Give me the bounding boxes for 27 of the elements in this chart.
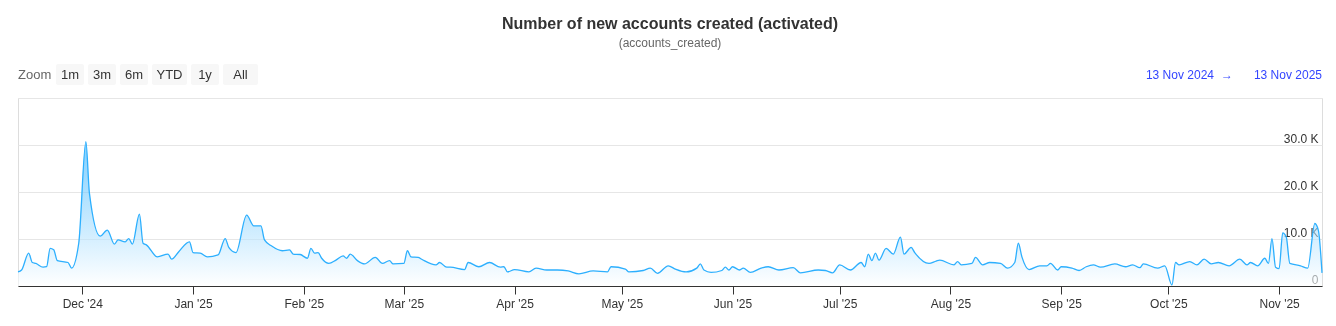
x-tick-label: Nov '25 — [1259, 296, 1301, 311]
x-tick-label: Dec '24 — [62, 296, 104, 311]
y-tick-label: 0 — [1311, 272, 1319, 287]
text: 13 Nov 2024 — [1145, 68, 1215, 82]
text: Zoom — [18, 67, 52, 82]
x-tick-label: Sep '25 — [1041, 296, 1083, 311]
x-tick-label: Feb '25 — [284, 296, 325, 311]
chart-title: Number of new accounts created (activated) — [501, 15, 839, 32]
text: 3m — [92, 67, 112, 82]
chart-subtitle: (accounts_created) — [618, 36, 722, 50]
text: → — [1221, 68, 1233, 82]
x-tick-label: Aug '25 — [930, 296, 972, 311]
text: 13 Nov 2025 — [1253, 68, 1323, 82]
text: 6m — [124, 67, 144, 82]
x-tick-label: Jan '25 — [174, 296, 214, 311]
y-tick-label: 30.0 K — [1283, 131, 1319, 146]
x-tick-label: Apr '25 — [496, 296, 535, 311]
x-tick-label: Jun '25 — [713, 296, 753, 311]
y-tick-label: 20.0 K — [1283, 178, 1319, 193]
text: 1y — [198, 67, 213, 82]
x-tick-label: Mar '25 — [384, 296, 425, 311]
text: All — [233, 67, 248, 82]
x-tick-label: May '25 — [601, 296, 644, 311]
x-tick-label: Oct '25 — [1150, 296, 1189, 311]
text: 1m — [60, 67, 80, 82]
text: YTD — [156, 67, 183, 82]
x-tick-label: Jul '25 — [823, 296, 858, 311]
